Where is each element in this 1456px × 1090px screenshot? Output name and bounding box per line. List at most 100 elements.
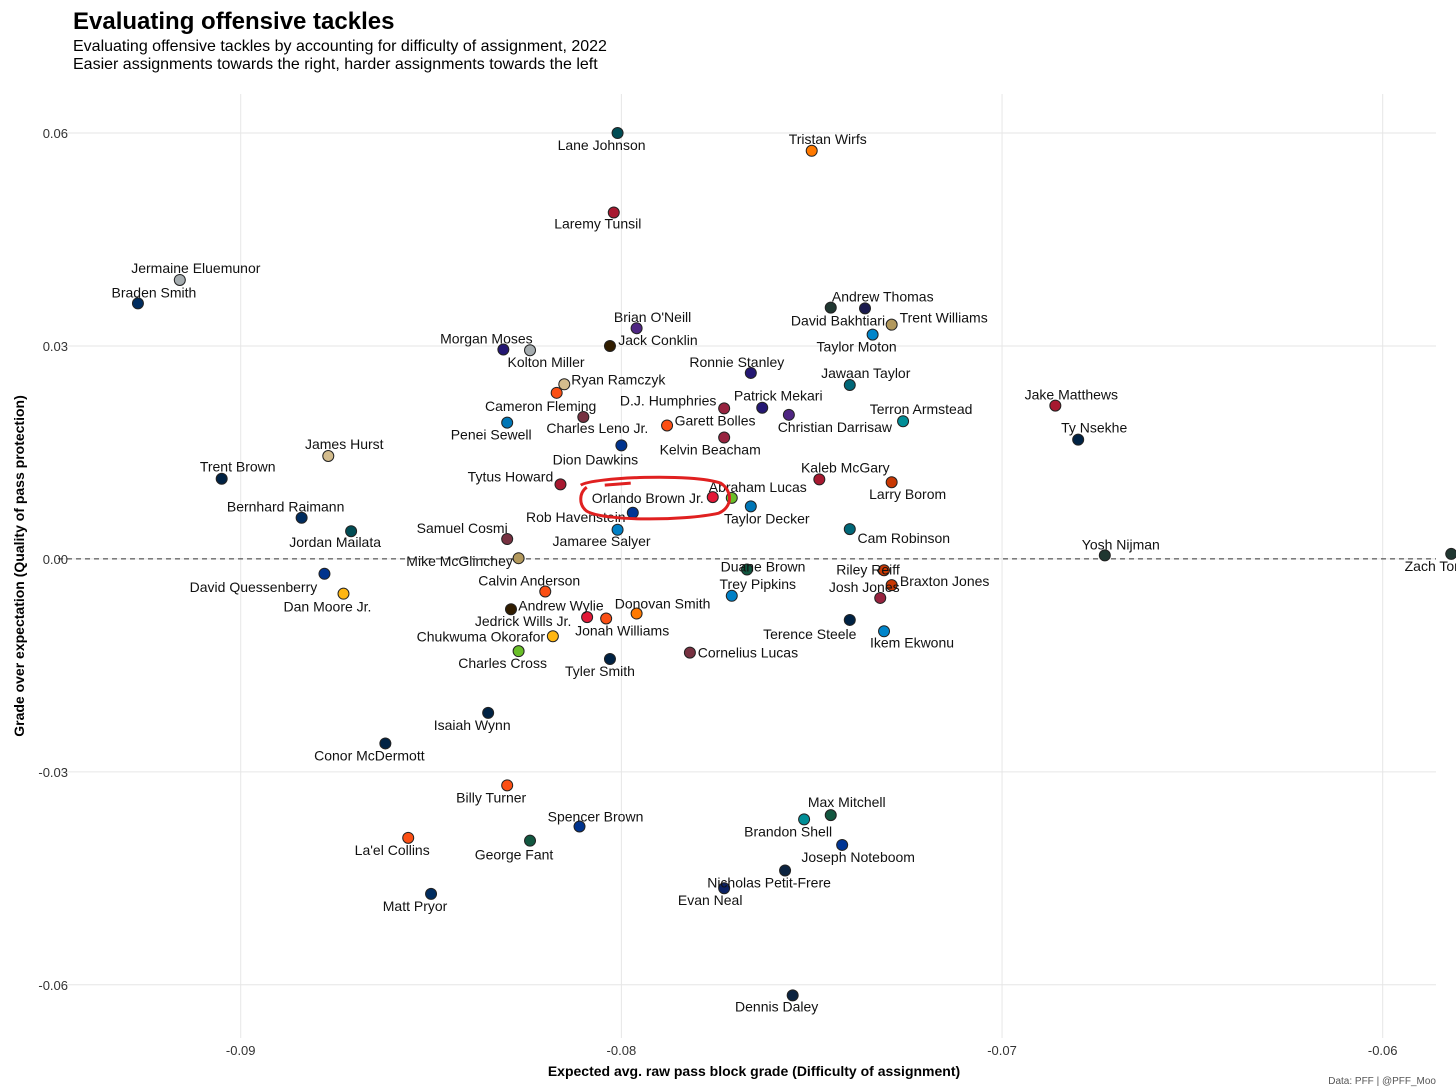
data-point xyxy=(603,339,616,352)
point-label: Jake Matthews xyxy=(1025,387,1118,403)
point-label: David Quessenberry xyxy=(190,579,318,595)
point-label: Ryan Ramczyk xyxy=(571,371,666,387)
point-label: Andrew Thomas xyxy=(832,289,934,305)
data-point xyxy=(718,402,731,415)
data-point xyxy=(318,567,331,580)
point-label: Jermaine Eluemunor xyxy=(131,260,261,276)
point-label: Billy Turner xyxy=(456,789,526,805)
point-label: Bernhard Raimann xyxy=(227,499,345,515)
data-point xyxy=(550,386,563,399)
data-point xyxy=(512,645,525,658)
data-point xyxy=(897,415,910,428)
data-point xyxy=(779,864,792,877)
point-label: Taylor Moton xyxy=(817,339,897,355)
x-tick-label: -0.08 xyxy=(607,1043,637,1058)
y-tick-label: 0.06 xyxy=(43,126,68,141)
y-axis-ticks: 0.06 0.03 0.00 -0.03 -0.06 xyxy=(38,126,68,993)
point-label: Terron Armstead xyxy=(870,401,973,417)
data-point xyxy=(744,366,757,379)
point-label: Charles Cross xyxy=(458,655,547,671)
data-point xyxy=(843,523,856,536)
point-label: Isaiah Wynn xyxy=(434,717,511,733)
point-label: Dennis Daley xyxy=(735,998,818,1014)
point-label: Yosh Nijman xyxy=(1082,536,1160,552)
data-point xyxy=(859,302,872,315)
data-point xyxy=(337,587,350,600)
point-label: Jedrick Wills Jr. xyxy=(475,613,571,629)
data-point xyxy=(379,737,392,750)
data-point xyxy=(497,343,510,356)
data-point xyxy=(558,378,571,391)
data-point xyxy=(866,328,879,341)
data-point xyxy=(554,478,567,491)
data-point xyxy=(322,449,335,462)
point-label: Orlando Brown Jr. xyxy=(592,490,704,506)
point-label: Max Mitchell xyxy=(808,794,886,810)
data-point xyxy=(843,613,856,626)
data-point xyxy=(611,127,624,140)
point-label: Penei Sewell xyxy=(451,427,532,443)
data-point xyxy=(706,491,719,504)
point-label: Trey Pipkins xyxy=(720,576,797,592)
point-label: Larry Borom xyxy=(869,486,946,502)
data-point xyxy=(805,144,818,157)
point-label: Morgan Moses xyxy=(440,331,533,347)
data-point xyxy=(661,419,674,432)
y-axis-title: Grade over expectation (Quality of pass … xyxy=(11,395,27,737)
point-label: Ronnie Stanley xyxy=(689,354,784,370)
data-point xyxy=(1072,433,1085,446)
point-label: Terence Steele xyxy=(763,626,857,642)
data-point xyxy=(683,646,696,659)
data-point xyxy=(798,813,811,826)
data-point xyxy=(725,589,738,602)
data-point xyxy=(603,652,616,665)
point-label: Patrick Mekari xyxy=(734,388,823,404)
point-label: Brian O'Neill xyxy=(614,309,691,325)
point-label: Evan Neal xyxy=(678,892,743,908)
data-point xyxy=(577,410,590,423)
data-point xyxy=(539,585,552,598)
x-tick-label: -0.09 xyxy=(226,1043,256,1058)
data-point xyxy=(630,607,643,620)
point-label: D.J. Humphries xyxy=(620,392,716,408)
point-label: Andrew Wylie xyxy=(518,597,604,613)
point-label: Joseph Noteboom xyxy=(801,849,915,865)
data-point xyxy=(885,476,898,489)
data-point xyxy=(878,564,891,577)
point-label: Tristan Wirfs xyxy=(789,131,867,147)
x-tick-label: -0.06 xyxy=(1368,1043,1398,1058)
data-point xyxy=(718,882,731,895)
data-point xyxy=(611,523,624,536)
y-tick-label: -0.06 xyxy=(38,978,68,993)
point-label: Chukwuma Okorafor xyxy=(417,628,546,644)
point-label: Tyler Smith xyxy=(565,663,635,679)
highlight-circle xyxy=(579,475,731,521)
data-point xyxy=(345,525,358,538)
point-label: David Bakhtiari xyxy=(791,312,885,328)
point-label: Braden Smith xyxy=(112,284,197,300)
point-label: Tytus Howard xyxy=(468,468,554,484)
point-label: Jordan Mailata xyxy=(289,534,381,550)
data-point xyxy=(607,206,620,219)
data-point xyxy=(756,401,769,414)
point-label: Calvin Anderson xyxy=(478,573,580,589)
point-label: Mike McGlinchey xyxy=(406,553,513,569)
point-label: Abraham Lucas xyxy=(709,479,807,495)
data-point xyxy=(581,611,594,624)
data-point xyxy=(425,887,438,900)
point-label: Samuel Cosmi xyxy=(417,520,508,536)
data-point xyxy=(885,318,898,331)
chart-subtitle-2: Easier assignments towards the right, ha… xyxy=(73,56,598,73)
data-point xyxy=(402,831,415,844)
data-point xyxy=(813,473,826,486)
point-label: Garett Bolles xyxy=(675,412,756,428)
data-point xyxy=(131,297,144,310)
chart-title: Evaluating offensive tackles xyxy=(73,8,395,35)
point-label: Zach Tom xyxy=(1405,558,1456,574)
point-label: Cam Robinson xyxy=(857,530,950,546)
point-label: Duane Brown xyxy=(721,559,806,575)
point-label: Jack Conklin xyxy=(618,332,697,348)
data-point xyxy=(1098,549,1111,562)
data-point xyxy=(836,838,849,851)
x-tick-label: -0.07 xyxy=(987,1043,1017,1058)
